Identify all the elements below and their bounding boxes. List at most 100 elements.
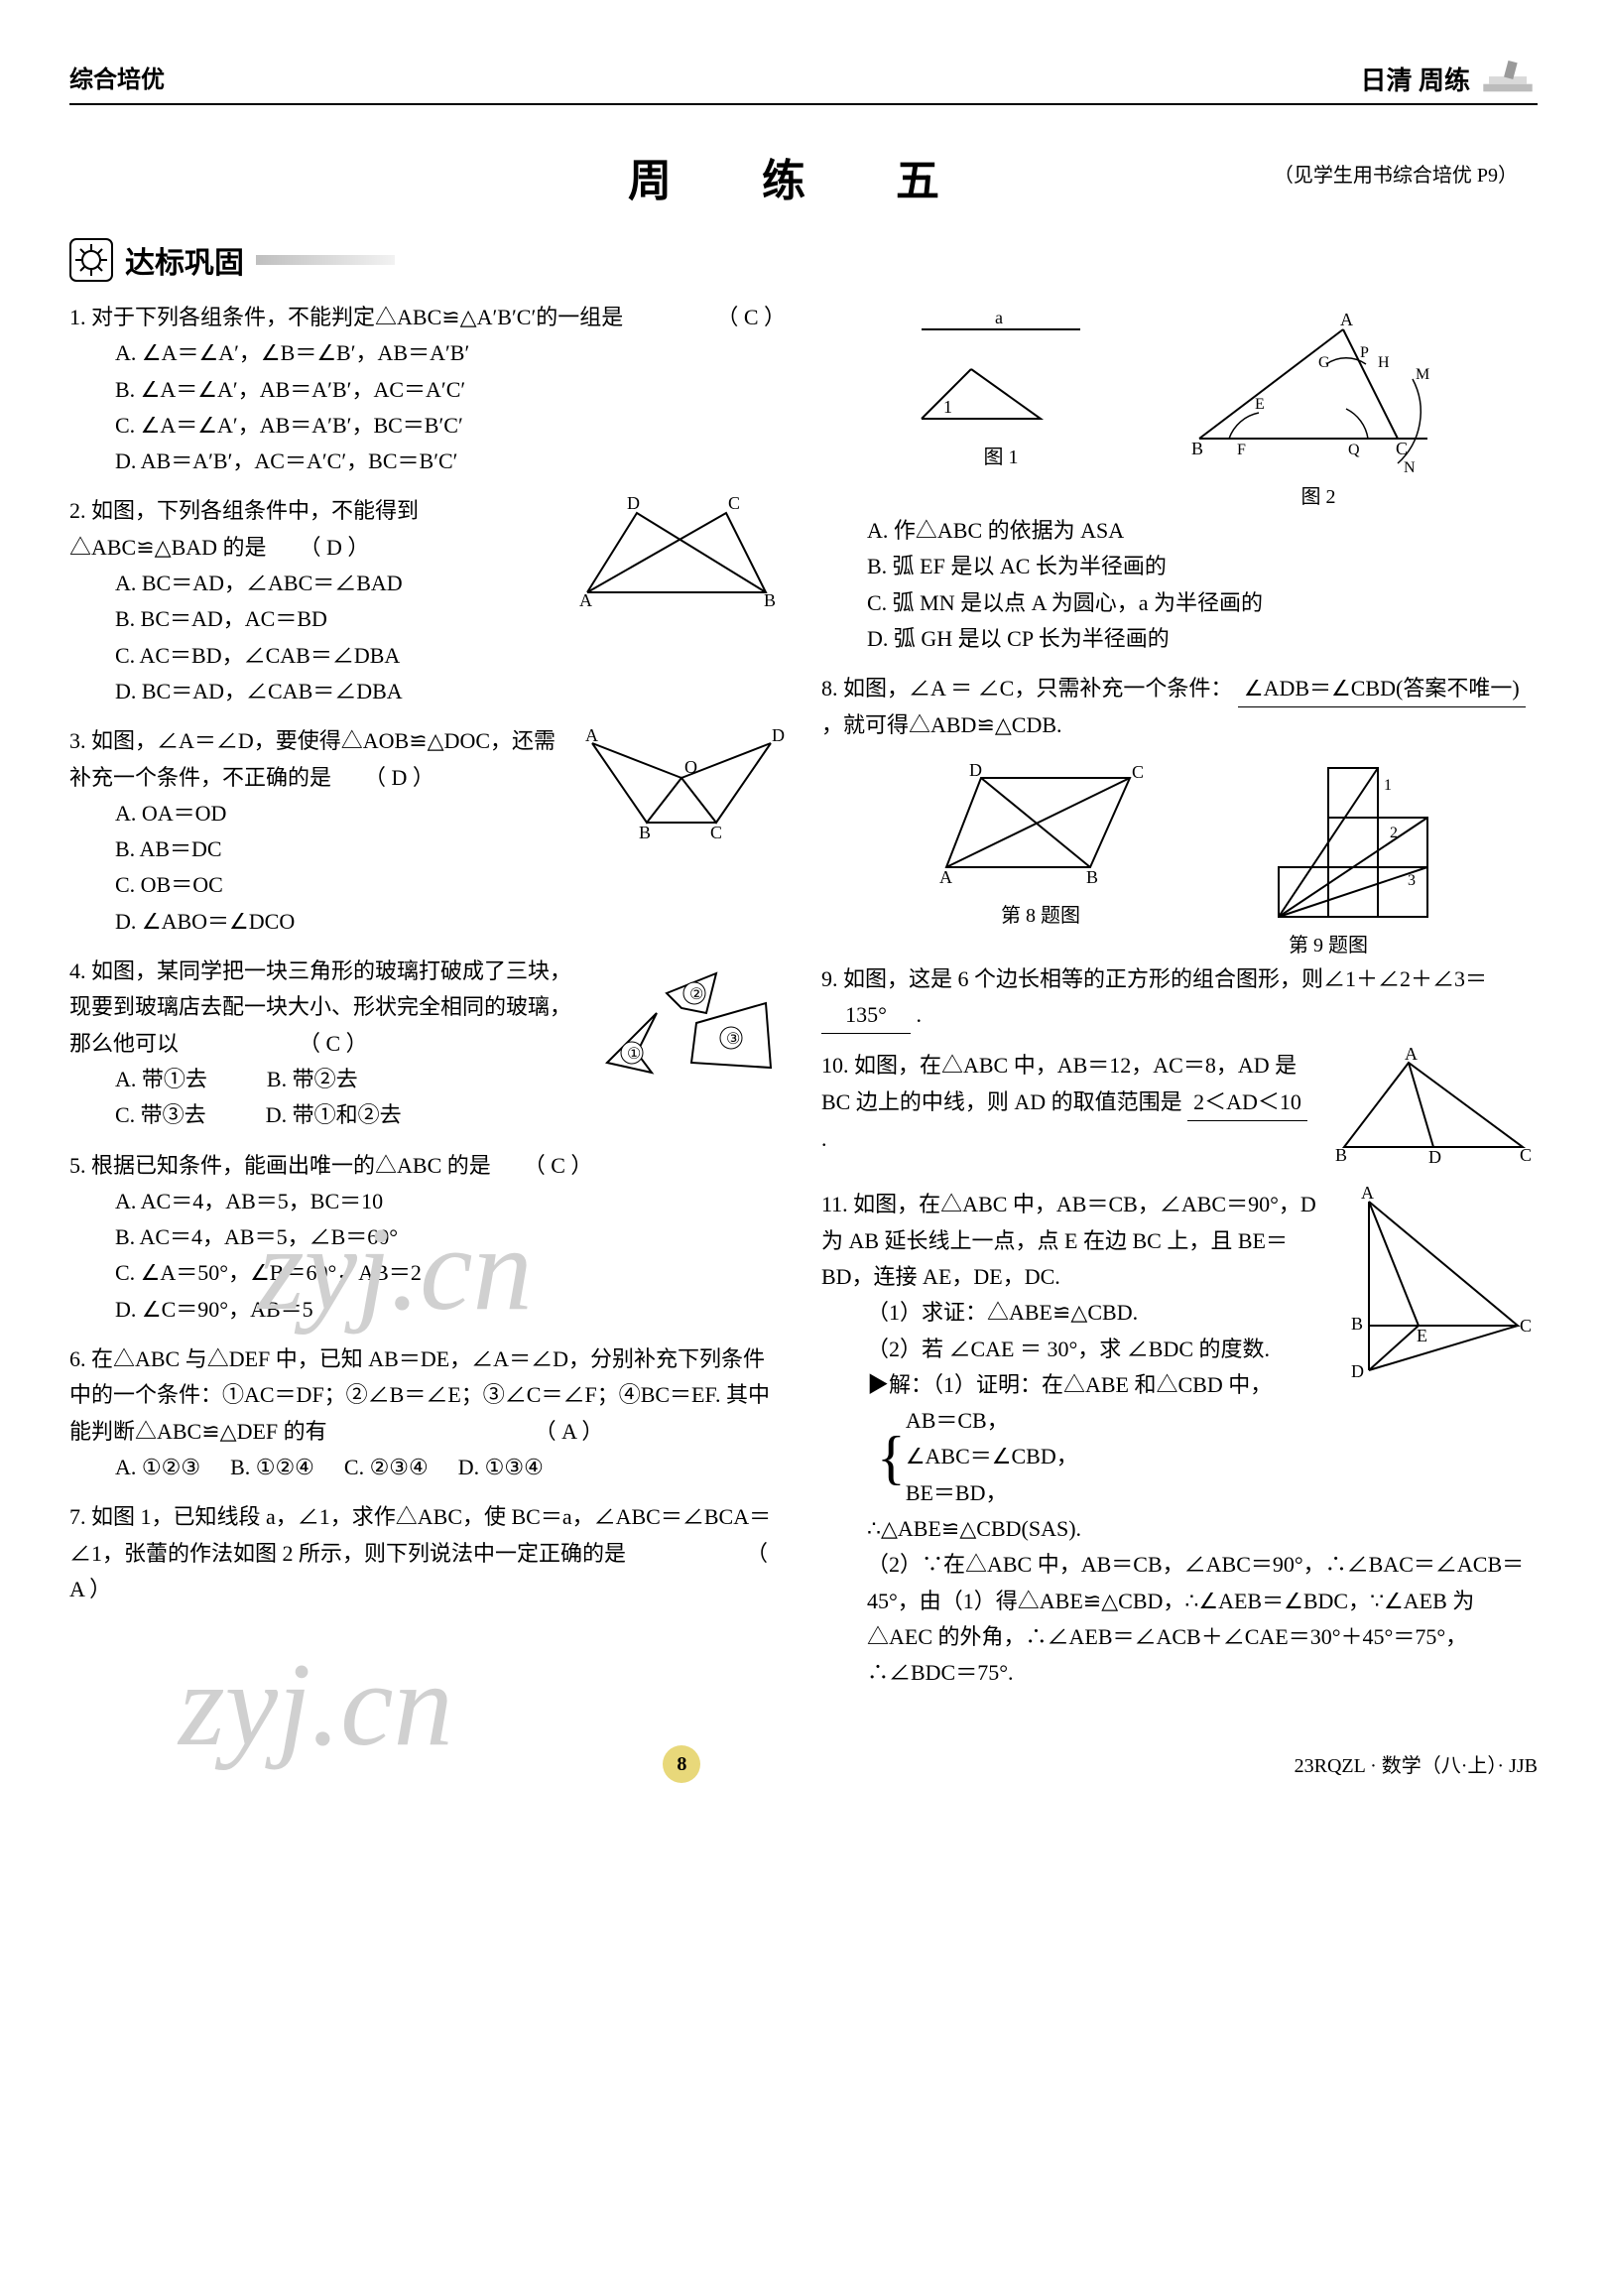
svg-text:E: E bbox=[1417, 1326, 1427, 1345]
q4-D: D. 带①和②去 bbox=[266, 1097, 402, 1133]
q5-stem: 5. 根据已知条件，能画出唯一的△ABC 的是 （ C ） bbox=[69, 1153, 592, 1178]
q11-sys3: BE＝BD， bbox=[906, 1475, 1078, 1511]
books-icon bbox=[1478, 60, 1538, 97]
svg-text:D: D bbox=[627, 493, 640, 513]
header-right-text: 日清 周练 bbox=[1360, 61, 1470, 97]
q8-stem-b: ，就可得△ABD≌△CDB. bbox=[821, 712, 1062, 737]
svg-text:D: D bbox=[772, 725, 785, 745]
q11-sys1: AB＝CB， bbox=[906, 1403, 1078, 1439]
svg-text:C: C bbox=[1396, 439, 1408, 458]
q1-B: B. ∠A＝∠A′，AB＝A′B′，AC＝A′C′ bbox=[69, 372, 786, 408]
svg-text:1: 1 bbox=[1384, 777, 1392, 794]
q2-D: D. BC＝AD，∠CAB＝∠DBA bbox=[69, 674, 786, 709]
svg-text:3: 3 bbox=[1408, 872, 1416, 889]
svg-text:D: D bbox=[1351, 1361, 1364, 1381]
q3-figure: A B C D O bbox=[577, 723, 786, 842]
svg-text:A: A bbox=[579, 590, 592, 610]
svg-text:B: B bbox=[1086, 867, 1098, 887]
q1: 1. 对于下列各组条件，不能判定△ABC≌△A′B′C′的一组是 （ C ） A… bbox=[69, 300, 786, 479]
svg-text:1: 1 bbox=[943, 397, 952, 417]
svg-text:B: B bbox=[1351, 1314, 1363, 1334]
q7: 7. 如图 1，已知线段 a，∠1，求作△ABC，使 BC＝a，∠ABC＝∠BC… bbox=[69, 1499, 786, 1607]
q7-fig1: a 1 图 1 bbox=[892, 310, 1110, 509]
q6-A: A. ①②③ bbox=[115, 1450, 200, 1485]
q9-figcap: 第 9 题图 bbox=[1219, 929, 1437, 957]
q7-fig2-cap: 图 2 bbox=[1170, 480, 1467, 509]
svg-text:B: B bbox=[639, 823, 651, 842]
q2-figure: A B C D bbox=[567, 493, 786, 612]
q8-stem-a: 8. 如图，∠A ＝ ∠C，只需补充一个条件： bbox=[821, 676, 1232, 701]
q5-C: C. ∠A＝50°，∠B＝60°，AB＝2 bbox=[69, 1255, 786, 1291]
q3-D: D. ∠ABO＝∠DCO bbox=[69, 904, 786, 940]
q7-figures: a 1 图 1 A B C bbox=[821, 310, 1538, 509]
q3-stem: 3. 如图，∠A＝∠D，要使得△AOB≌△DOC，还需补充一个条件，不正确的是 … bbox=[69, 728, 556, 789]
svg-text:A: A bbox=[939, 867, 952, 887]
q9-figure: 1 2 3 第 9 题图 bbox=[1219, 758, 1437, 957]
svg-text:C: C bbox=[1520, 1316, 1532, 1336]
svg-text:2: 2 bbox=[1390, 825, 1398, 841]
page-footer: 8 23RQZL · 数学（八·上）· JJB bbox=[69, 1745, 1538, 1783]
q9-fill: 135° bbox=[821, 997, 911, 1034]
svg-text:D: D bbox=[969, 760, 982, 780]
q8-fill: ∠ADB＝∠CBD(答案不唯一) bbox=[1238, 671, 1526, 707]
q7-stem: 7. 如图 1，已知线段 a，∠1，求作△ABC，使 BC＝a，∠ABC＝∠BC… bbox=[69, 1504, 771, 1601]
q5: 5. 根据已知条件，能画出唯一的△ABC 的是 （ C ） A. AC＝4，AB… bbox=[69, 1148, 786, 1328]
header-left: 综合培优 bbox=[69, 60, 165, 97]
q1-stem: 1. 对于下列各组条件，不能判定△ABC≌△A′B′C′的一组是 bbox=[69, 305, 623, 329]
svg-text:C: C bbox=[1132, 762, 1144, 782]
subtitle: （见学生用书综合培优 P9） bbox=[1274, 159, 1518, 188]
q5-D: D. ∠C＝90°，AB＝5 bbox=[69, 1292, 786, 1328]
q8-q9-figs: A B C D 第 8 题图 1 bbox=[821, 758, 1538, 957]
q7-B: B. 弧 EF 是以 AC 长为半径画的 bbox=[821, 549, 1538, 584]
svg-text:②: ② bbox=[689, 986, 703, 1003]
svg-text:M: M bbox=[1416, 366, 1429, 383]
q10-fill: 2＜AD＜10 bbox=[1187, 1084, 1307, 1121]
q4-A: A. 带①去 bbox=[115, 1062, 207, 1097]
right-column: a 1 图 1 A B C bbox=[821, 300, 1538, 1706]
q4-stem: 4. 如图，某同学把一块三角形的玻璃打破成了三块，现要到玻璃店去配一块大小、形状… bbox=[69, 958, 571, 1056]
q5-B: B. AC＝4，AB＝5，∠B＝60° bbox=[69, 1219, 786, 1255]
svg-text:Q: Q bbox=[1348, 442, 1360, 458]
svg-text:E: E bbox=[1255, 396, 1265, 413]
q6-B: B. ①②④ bbox=[230, 1450, 314, 1485]
q9: 9. 如图，这是 6 个边长相等的正方形的组合图形，则∠1＋∠2＋∠3＝ 135… bbox=[821, 961, 1538, 1035]
svg-text:B: B bbox=[764, 590, 776, 610]
q6-D: D. ①③④ bbox=[458, 1450, 544, 1485]
svg-text:A: A bbox=[585, 725, 598, 745]
svg-text:G: G bbox=[1318, 354, 1330, 371]
gear-icon bbox=[69, 238, 113, 282]
svg-text:B: B bbox=[1335, 1145, 1347, 1165]
q2: A B C D 2. 如图，下列各组条件中，不能得到△ABC≌△BAD 的是 （… bbox=[69, 493, 786, 709]
page-number: 8 bbox=[663, 1745, 700, 1783]
page-header: 综合培优 日清 周练 bbox=[69, 60, 1538, 105]
q4-C: C. 带③去 bbox=[115, 1097, 206, 1133]
svg-text:O: O bbox=[684, 757, 697, 777]
q7-fig1-cap: 图 1 bbox=[892, 441, 1110, 469]
svg-text:C: C bbox=[1520, 1145, 1532, 1165]
section-heading: 达标巩固 bbox=[69, 238, 1538, 282]
svg-text:N: N bbox=[1404, 459, 1416, 476]
q11-stem: 11. 如图，在△ABC 中，AB＝CB，∠ABC＝90°，D 为 AB 延长线… bbox=[821, 1192, 1316, 1289]
svg-text:A: A bbox=[1405, 1048, 1418, 1064]
svg-text:P: P bbox=[1360, 344, 1369, 361]
q4-B: B. 带②去 bbox=[267, 1062, 358, 1097]
q7-fig2: A B C E F G P H M N Q 图 2 bbox=[1170, 310, 1467, 509]
q7-D: D. 弧 GH 是以 CP 长为半径画的 bbox=[821, 621, 1538, 657]
q5-A: A. AC＝4，AB＝5，BC＝10 bbox=[69, 1184, 786, 1219]
q11-sys2: ∠ABC＝∠CBD， bbox=[906, 1439, 1078, 1474]
q2-C: C. AC＝BD，∠CAB＝∠DBA bbox=[69, 638, 786, 674]
q3: A B C D O 3. 如图，∠A＝∠D，要使得△AOB≌△DOC，还需补充一… bbox=[69, 723, 786, 940]
q7-C: C. 弧 MN 是以点 A 为圆心，a 为半径画的 bbox=[821, 585, 1538, 621]
svg-text:C: C bbox=[728, 493, 740, 513]
svg-text:A: A bbox=[1361, 1187, 1374, 1203]
q6-C: C. ②③④ bbox=[344, 1450, 429, 1485]
svg-text:①: ① bbox=[627, 1046, 641, 1063]
q1-D: D. AB＝A′B′，AC＝A′C′，BC＝B′C′ bbox=[69, 444, 786, 479]
q11: A B C D E 11. 如图，在△ABC 中，AB＝CB，∠ABC＝90°，… bbox=[821, 1187, 1538, 1691]
q3-C: C. OB＝OC bbox=[69, 867, 786, 903]
svg-text:C: C bbox=[710, 823, 722, 842]
heading-bar bbox=[256, 255, 395, 265]
q6: 6. 在△ABC 与△DEF 中，已知 AB＝DE，∠A＝∠D，分别补充下列条件… bbox=[69, 1341, 786, 1485]
page-title: 周 练 五 bbox=[628, 145, 979, 208]
q11-sys-end: ∴△ABE≌△CBD(SAS). bbox=[821, 1511, 1538, 1547]
